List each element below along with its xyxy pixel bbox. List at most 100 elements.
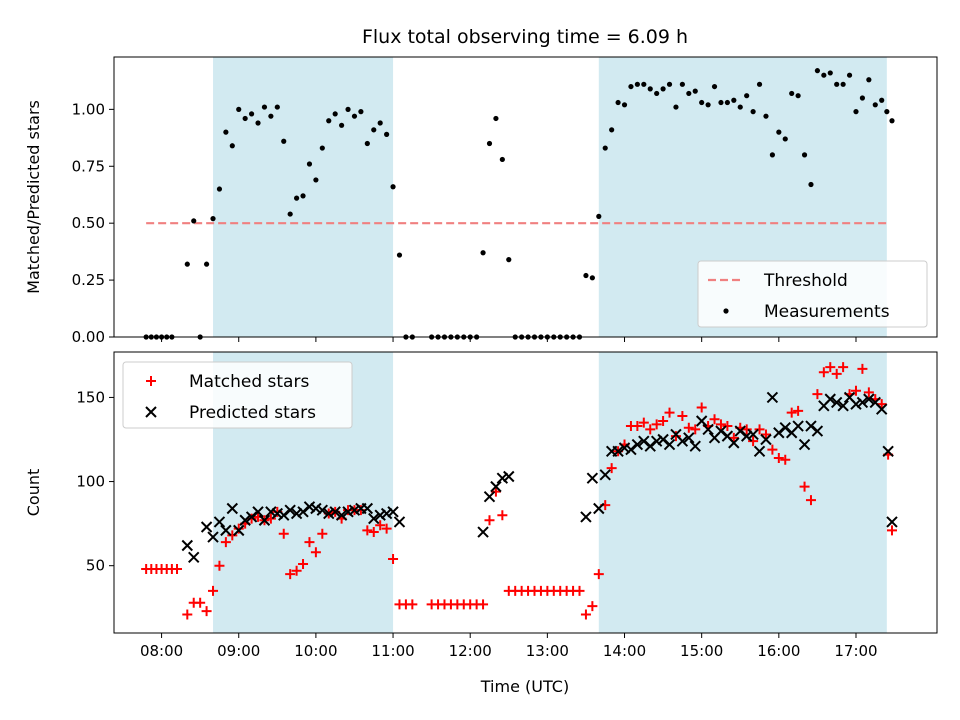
data-point [615,99,621,106]
data-point [846,72,853,78]
y-tick-label: 0.50 [72,214,105,232]
data-point [692,88,698,94]
data-point [793,405,804,416]
data-point [368,527,379,538]
data-point [304,537,315,548]
y-tick-label: 1.00 [72,100,105,118]
data-point [609,127,615,133]
data-point [740,430,753,442]
data-point [381,523,392,534]
series-matched-stars [141,362,897,620]
data-point [580,609,591,620]
legend-swatch [146,376,156,386]
legend: Threshold Measurements [697,260,928,328]
data-point [830,396,843,409]
data-point [780,454,791,465]
data-point [683,422,694,433]
legend: Matched stars Predicted stars [122,361,353,429]
data-point [499,156,505,163]
data-point [799,481,810,492]
data-point [258,514,271,526]
data-point [252,506,264,518]
data-point [184,261,190,267]
y-axis-title: Count [24,469,43,517]
data-point [634,81,640,87]
data-point [226,502,239,515]
data-point [753,445,766,457]
data-point [300,193,306,199]
data-point [612,445,624,457]
data-point [223,129,229,135]
data-point [248,111,255,117]
legend-box [122,361,353,429]
x-tick-label: 16:00 [757,642,800,660]
data-point [593,502,605,515]
y-tick-label: 0.25 [72,271,105,289]
data-point [596,213,602,219]
data-point [792,420,804,432]
data-point [216,186,223,192]
data-point [776,129,782,135]
data-point [621,102,628,108]
axes-frame [113,351,938,634]
data-point [660,86,666,92]
data-point [285,569,296,580]
data-point [303,501,316,513]
data-point [737,104,743,110]
data-point [329,506,341,518]
data-point [811,425,824,437]
data-point [390,184,396,190]
data-point [281,138,287,144]
data-point [490,486,501,497]
data-point [375,520,386,531]
data-point [220,537,231,548]
x-axis-title: Time (UTC) [480,677,569,696]
data-point [632,421,643,432]
data-point [760,433,772,446]
x-tick-label: 17:00 [834,642,877,660]
data-point [493,115,499,122]
data-point [207,531,219,543]
data-point [284,504,296,516]
data-point [203,261,210,267]
data-point [242,115,248,122]
data-point [388,553,399,564]
x-tick-label: 13:00 [526,642,569,660]
data-point [760,429,771,440]
data-point [754,424,765,435]
data-point [647,86,653,92]
x-tick-label: 08:00 [140,642,183,660]
data-point [798,438,811,451]
data-point [313,177,319,183]
data-point [715,419,726,430]
data-point [782,136,788,142]
data-point [872,102,878,108]
data-point [195,597,206,608]
data-point [201,606,212,617]
data-point [483,490,496,503]
data-point [182,609,193,620]
data-point [583,272,589,279]
series-measurements [143,68,895,340]
data-point [808,181,814,188]
data-point [875,403,888,415]
data-point [374,509,386,521]
data-point [294,195,300,201]
data-point [638,417,649,428]
data-point [795,93,801,99]
data-point [191,218,197,224]
data-point [332,111,338,117]
data-point [265,506,277,518]
data-point [580,511,592,523]
data-point [287,211,293,217]
data-point [291,565,302,576]
data-point [380,507,393,520]
data-point [480,250,486,256]
data-point [496,472,509,484]
data-point [278,528,289,539]
x-tick-label: 10:00 [294,642,337,660]
data-point [884,109,890,115]
data-point [593,569,604,580]
data-point [229,143,235,149]
data-point [645,424,656,435]
